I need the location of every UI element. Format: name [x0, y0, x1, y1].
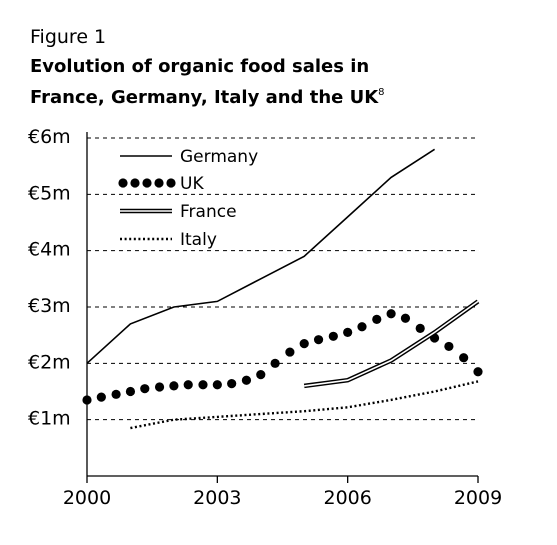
x-tick-label: 2000 — [63, 487, 111, 509]
series-point-uk — [256, 370, 266, 380]
series-point-uk — [372, 314, 382, 324]
chart-title: Evolution of organic food sales in Franc… — [30, 54, 430, 111]
series-point-uk — [111, 389, 121, 399]
series-point-uk — [270, 358, 280, 368]
series-point-uk — [227, 379, 237, 389]
chart-grid — [87, 137, 478, 421]
legend-label-italy: Italy — [180, 230, 217, 250]
legend-swatch-dot-uk — [142, 178, 152, 188]
series-point-uk — [400, 313, 411, 323]
chart-legend: Germany UK France Italy — [118, 147, 258, 250]
series-line-germany — [86, 148, 436, 364]
series-point-uk — [386, 309, 396, 319]
legend-label-uk: UK — [180, 174, 204, 194]
series-point-uk — [444, 341, 454, 352]
series-point-uk — [473, 367, 483, 377]
series-line-italy — [130, 380, 479, 430]
y-tick-label: €5m — [28, 182, 71, 204]
series-line-france-inner — [304, 300, 479, 387]
series-point-uk — [328, 331, 338, 341]
series-point-uk — [140, 384, 150, 394]
series-point-uk — [313, 335, 324, 345]
x-tick-label: 2006 — [323, 487, 371, 509]
series-point-uk — [169, 381, 179, 391]
series-point-uk — [212, 380, 222, 390]
y-tick-label: €3m — [28, 295, 71, 317]
series-point-uk — [183, 380, 193, 390]
x-axis-ticks: 2000 2003 2006 2009 — [63, 476, 502, 509]
series-point-uk — [198, 380, 208, 390]
y-tick-label: €1m — [28, 408, 71, 430]
legend-label-france: France — [180, 202, 237, 222]
series-point-uk — [154, 382, 165, 392]
series-point-uk — [299, 339, 309, 349]
figure-label: Figure 1 — [30, 26, 107, 48]
x-tick-label: 2009 — [454, 487, 502, 509]
series-point-uk — [285, 347, 295, 357]
chart-title-text: Evolution of organic food sales in Franc… — [30, 56, 379, 108]
legend-swatch-dot-uk — [118, 178, 128, 188]
series-point-uk — [343, 327, 353, 337]
chart-axes — [86, 132, 478, 477]
legend-swatch-dot-uk — [154, 178, 164, 188]
series-point-uk — [241, 375, 252, 385]
series-point-uk — [96, 392, 106, 402]
series-point-uk — [415, 323, 425, 334]
series-point-uk — [459, 353, 469, 363]
y-tick-label: €2m — [28, 351, 71, 373]
y-tick-label: €4m — [28, 239, 71, 261]
x-tick-label: 2003 — [193, 487, 241, 509]
title-footnote-marker: 8 — [378, 87, 385, 98]
chart-series — [82, 148, 483, 430]
legend-label-germany: Germany — [180, 147, 258, 167]
series-point-uk — [357, 322, 367, 332]
y-axis-ticks: €1m €2m €3m €4m €5m €6m — [28, 126, 71, 430]
y-tick-label: €6m — [28, 126, 71, 148]
series-point-uk — [125, 386, 136, 397]
series-point-uk — [82, 395, 92, 405]
legend-swatch-dot-uk — [130, 178, 140, 188]
legend-swatch-dot-uk — [166, 178, 176, 188]
